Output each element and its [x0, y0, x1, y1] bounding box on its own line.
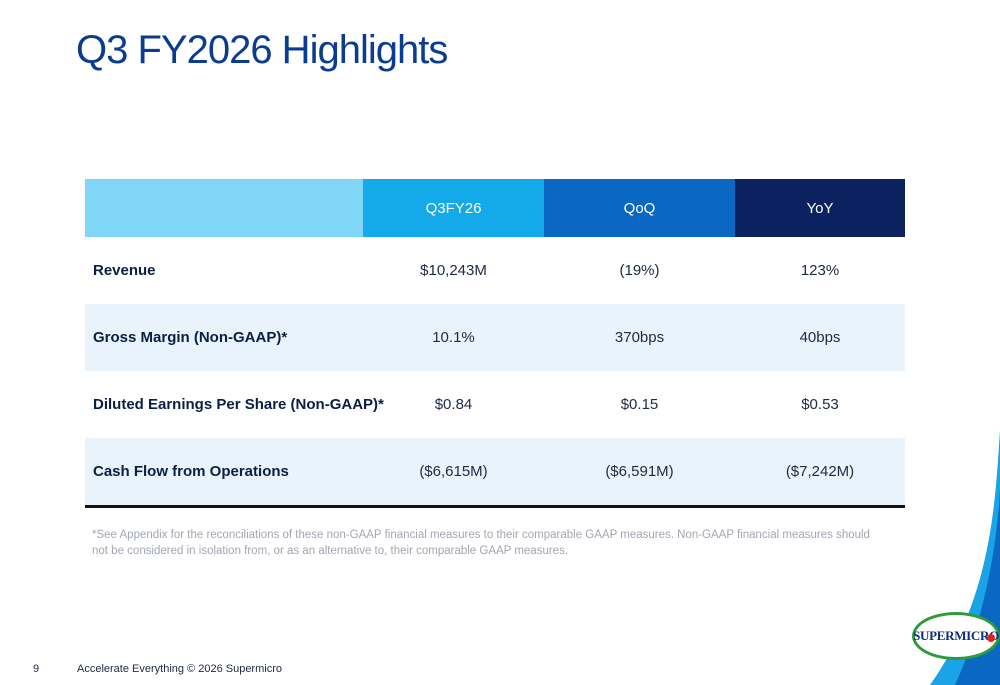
- logo-red-dot: [987, 634, 995, 642]
- header-cell-blank: [85, 179, 363, 237]
- cell-yoy: ($7,242M): [785, 463, 855, 480]
- page-number: 9: [33, 663, 40, 675]
- highlights-table: Q3FY26 QoQ YoY Revenue $10,243M (19%) 12…: [85, 179, 905, 508]
- cell-yoy: $0.53: [801, 396, 839, 413]
- footnote: *See Appendix for the reconciliations of…: [92, 529, 870, 557]
- cell-q3fy26: ($6,615M): [419, 463, 488, 480]
- table-row-gross-margin: Gross Margin (Non-GAAP)* 10.1% 370bps 40…: [85, 304, 905, 371]
- table-row-cash-flow: Cash Flow from Operations ($6,615M) ($6,…: [85, 438, 905, 505]
- row-label: Cash Flow from Operations: [93, 463, 289, 480]
- slide-title: Q3 FY2026 Highlights: [76, 28, 448, 72]
- header-cell-yoy: YoY: [735, 179, 905, 237]
- row-label: Revenue: [93, 262, 156, 279]
- header-cell-qoq: QoQ: [544, 179, 735, 237]
- logo-text: SUPERMICRO: [913, 628, 999, 643]
- footer-text: Accelerate Everything © 2026 Supermicro: [77, 663, 282, 675]
- cell-q3fy26: 10.1%: [432, 329, 475, 346]
- header-cell-q3fy26: Q3FY26: [363, 179, 544, 237]
- row-label: Diluted Earnings Per Share (Non-GAAP)*: [93, 396, 384, 413]
- table-row-diluted-eps: Diluted Earnings Per Share (Non-GAAP)* $…: [85, 371, 905, 438]
- cell-q3fy26: $0.84: [434, 396, 473, 413]
- cell-qoq: (19%): [619, 262, 660, 279]
- table-row-revenue: Revenue $10,243M (19%) 123%: [85, 237, 905, 304]
- cell-qoq: $0.15: [620, 396, 659, 413]
- cell-q3fy26: $10,243M: [420, 262, 487, 279]
- cell-yoy: 40bps: [799, 329, 841, 346]
- table-header-row: Q3FY26 QoQ YoY: [85, 179, 905, 237]
- cell-qoq: 370bps: [614, 329, 665, 346]
- row-label: Gross Margin (Non-GAAP)*: [93, 329, 288, 346]
- cell-yoy: 123%: [800, 262, 840, 279]
- supermicro-logo: SUPERMICRO: [912, 612, 1000, 660]
- cell-qoq: ($6,591M): [605, 463, 674, 480]
